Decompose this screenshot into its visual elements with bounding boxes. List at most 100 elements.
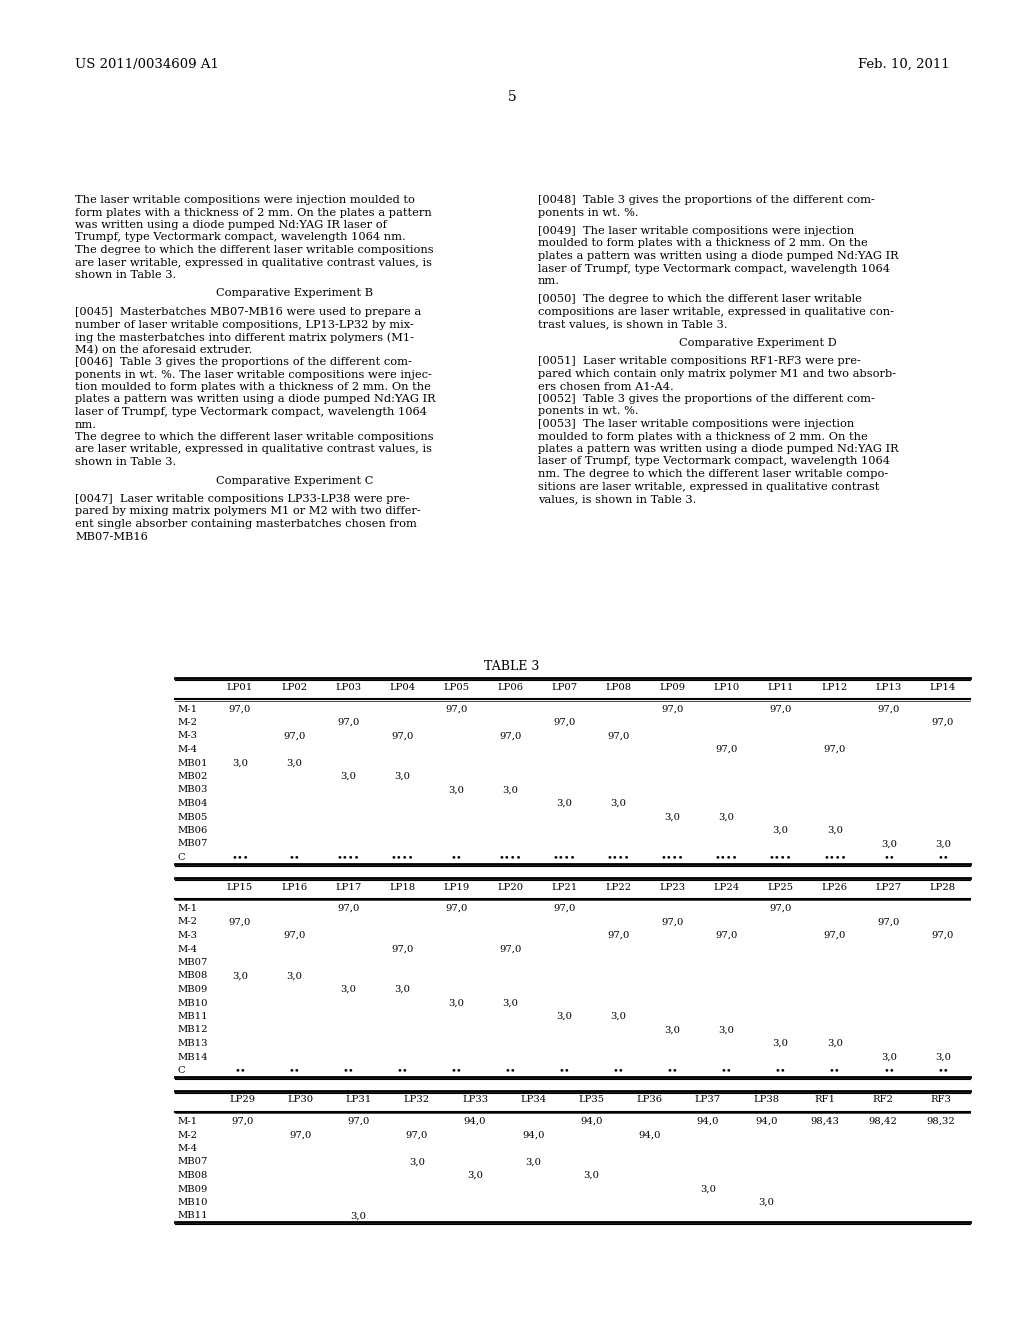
Text: MB09: MB09	[177, 985, 208, 994]
Text: MB04: MB04	[177, 799, 208, 808]
Text: ••••: ••••	[823, 853, 847, 862]
Text: ••••: ••••	[607, 853, 631, 862]
Text: plates a pattern was written using a diode pumped Nd:YAG IR: plates a pattern was written using a dio…	[538, 251, 899, 261]
Text: 3,0: 3,0	[881, 1052, 897, 1061]
Text: pared which contain only matrix polymer M1 and two absorb-: pared which contain only matrix polymer …	[538, 370, 896, 379]
Text: M-1: M-1	[177, 904, 198, 913]
Text: MB07-MB16: MB07-MB16	[75, 532, 147, 541]
Text: MB08: MB08	[177, 1171, 208, 1180]
Text: ••••: ••••	[715, 853, 738, 862]
Text: 97,0: 97,0	[553, 718, 575, 727]
Text: ent single absorber containing masterbatches chosen from: ent single absorber containing masterbat…	[75, 519, 417, 529]
Text: [0051]  Laser writable compositions RF1-RF3 were pre-: [0051] Laser writable compositions RF1-R…	[538, 356, 861, 367]
Text: 94,0: 94,0	[755, 1117, 777, 1126]
Text: 3,0: 3,0	[881, 840, 897, 849]
Text: shown in Table 3.: shown in Table 3.	[75, 457, 176, 467]
Text: LP23: LP23	[659, 883, 686, 891]
Text: 97,0: 97,0	[716, 744, 738, 754]
Text: 97,0: 97,0	[337, 904, 359, 913]
Text: 3,0: 3,0	[584, 1171, 599, 1180]
Text: LP04: LP04	[389, 682, 416, 692]
Text: 3,0: 3,0	[232, 972, 248, 981]
Text: LP21: LP21	[551, 883, 578, 891]
Text: 97,0: 97,0	[283, 731, 305, 741]
Text: ing the masterbatches into different matrix polymers (M1-: ing the masterbatches into different mat…	[75, 333, 414, 343]
Text: ••••: ••••	[553, 853, 577, 862]
Text: are laser writable, expressed in qualitative contrast values, is: are laser writable, expressed in qualita…	[75, 257, 432, 268]
Text: 97,0: 97,0	[770, 904, 792, 913]
Text: 3,0: 3,0	[610, 799, 627, 808]
Text: 3,0: 3,0	[935, 840, 951, 849]
Text: 94,0: 94,0	[464, 1117, 486, 1126]
Text: MB02: MB02	[177, 772, 208, 781]
Text: 3,0: 3,0	[556, 1012, 572, 1020]
Text: The degree to which the different laser writable compositions: The degree to which the different laser …	[75, 432, 433, 442]
Text: 97,0: 97,0	[823, 931, 846, 940]
Text: RF1: RF1	[814, 1096, 835, 1105]
Text: 3,0: 3,0	[758, 1199, 774, 1206]
Text: ••: ••	[829, 1067, 841, 1074]
Text: number of laser writable compositions, LP13-LP32 by mix-: number of laser writable compositions, L…	[75, 319, 414, 330]
Text: ••: ••	[451, 1067, 462, 1074]
Text: 3,0: 3,0	[773, 826, 788, 836]
Text: ••: ••	[558, 1067, 570, 1074]
Text: M-1: M-1	[177, 1117, 198, 1126]
Text: 3,0: 3,0	[232, 759, 248, 767]
Text: ••: ••	[288, 1067, 300, 1074]
Text: 97,0: 97,0	[716, 931, 738, 940]
Text: values, is shown in Table 3.: values, is shown in Table 3.	[538, 494, 696, 504]
Text: LP13: LP13	[876, 682, 902, 692]
Text: LP30: LP30	[288, 1096, 313, 1105]
Text: 3,0: 3,0	[935, 1052, 951, 1061]
Text: 97,0: 97,0	[337, 718, 359, 727]
Text: nm.: nm.	[538, 276, 560, 286]
Text: 3,0: 3,0	[826, 1039, 843, 1048]
Text: 97,0: 97,0	[662, 917, 684, 927]
Text: ••: ••	[342, 1067, 354, 1074]
Text: 3,0: 3,0	[409, 1158, 425, 1167]
Text: Comparative Experiment B: Comparative Experiment B	[216, 289, 374, 298]
Text: LP32: LP32	[403, 1096, 430, 1105]
Text: are laser writable, expressed in qualitative contrast values, is: are laser writable, expressed in qualita…	[75, 445, 432, 454]
Text: ponents in wt. %.: ponents in wt. %.	[538, 207, 639, 218]
Text: 3,0: 3,0	[449, 998, 464, 1007]
Text: 97,0: 97,0	[231, 1117, 253, 1126]
Text: 3,0: 3,0	[340, 985, 356, 994]
Text: 97,0: 97,0	[932, 931, 954, 940]
Text: LP10: LP10	[714, 682, 739, 692]
Text: 97,0: 97,0	[500, 731, 521, 741]
Text: MB09: MB09	[177, 1184, 208, 1193]
Text: 3,0: 3,0	[449, 785, 464, 795]
Text: 3,0: 3,0	[350, 1212, 367, 1221]
Text: ers chosen from A1-A4.: ers chosen from A1-A4.	[538, 381, 674, 392]
Text: ••••: ••••	[769, 853, 793, 862]
Text: LP37: LP37	[695, 1096, 721, 1105]
Text: LP36: LP36	[637, 1096, 663, 1105]
Text: was written using a diode pumped Nd:YAG IR laser of: was written using a diode pumped Nd:YAG …	[75, 220, 387, 230]
Text: 97,0: 97,0	[878, 917, 900, 927]
Text: MB11: MB11	[177, 1212, 208, 1221]
Text: MB05: MB05	[177, 813, 208, 821]
Text: US 2011/0034609 A1: US 2011/0034609 A1	[75, 58, 219, 71]
Text: 97,0: 97,0	[289, 1130, 311, 1139]
Text: LP35: LP35	[579, 1096, 604, 1105]
Text: [0045]  Masterbatches MB07-MB16 were used to prepare a: [0045] Masterbatches MB07-MB16 were used…	[75, 308, 421, 317]
Text: ponents in wt. %. The laser writable compositions were injec-: ponents in wt. %. The laser writable com…	[75, 370, 432, 380]
Text: [0047]  Laser writable compositions LP33-LP38 were pre-: [0047] Laser writable compositions LP33-…	[75, 494, 410, 504]
Text: The laser writable compositions were injection moulded to: The laser writable compositions were inj…	[75, 195, 415, 205]
Text: ••: ••	[667, 1067, 679, 1074]
Text: 3,0: 3,0	[610, 1012, 627, 1020]
Text: 3,0: 3,0	[286, 759, 302, 767]
Text: LP07: LP07	[551, 682, 578, 692]
Text: form plates with a thickness of 2 mm. On the plates a pattern: form plates with a thickness of 2 mm. On…	[75, 207, 432, 218]
Text: 3,0: 3,0	[700, 1184, 716, 1193]
Text: 97,0: 97,0	[391, 945, 414, 953]
Text: ••: ••	[288, 853, 300, 862]
Text: 3,0: 3,0	[467, 1171, 483, 1180]
Text: LP16: LP16	[281, 883, 307, 891]
Text: M-2: M-2	[177, 917, 197, 927]
Text: [0046]  Table 3 gives the proportions of the different com-: [0046] Table 3 gives the proportions of …	[75, 356, 412, 367]
Text: M-4: M-4	[177, 945, 198, 953]
Text: 98,43: 98,43	[810, 1117, 839, 1126]
Text: 3,0: 3,0	[525, 1158, 542, 1167]
